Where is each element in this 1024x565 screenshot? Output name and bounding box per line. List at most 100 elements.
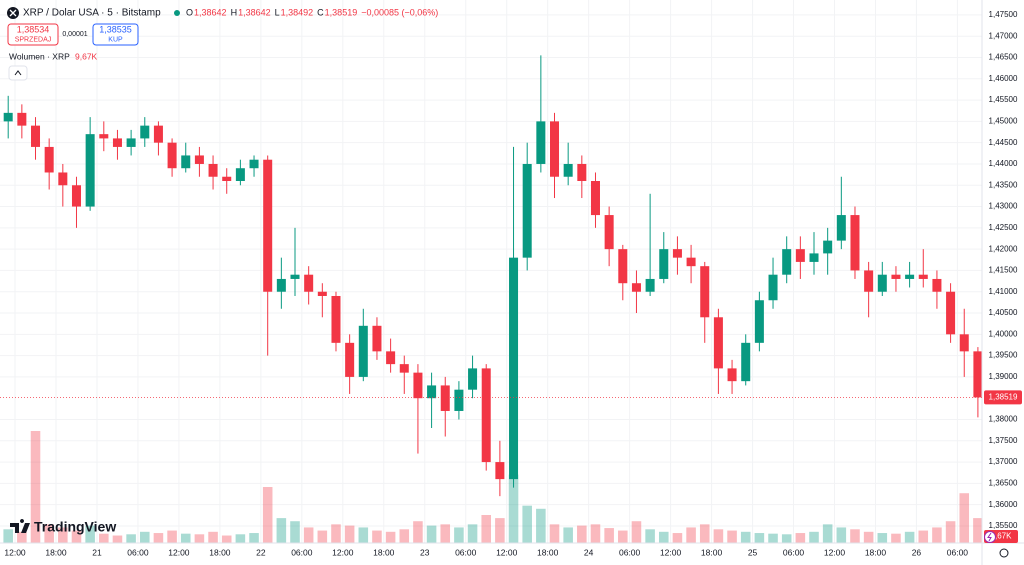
x-tick-label: 18:00 bbox=[373, 547, 395, 557]
candle-body bbox=[850, 215, 860, 271]
candle-body bbox=[713, 317, 723, 369]
volume-bar bbox=[85, 525, 95, 543]
y-tick-label: 1,44500 bbox=[989, 138, 1018, 147]
sell-button[interactable] bbox=[7, 23, 59, 46]
volume-bar bbox=[180, 533, 191, 543]
collapse-icon bbox=[14, 70, 22, 76]
candle-body bbox=[427, 385, 437, 399]
y-tick-label: 1,41500 bbox=[989, 266, 1018, 275]
volume-bar bbox=[658, 531, 669, 543]
ohlc-value: 1,38492 bbox=[281, 7, 314, 17]
candle-body bbox=[741, 342, 751, 382]
y-tick-label: 1,46000 bbox=[989, 74, 1018, 83]
ohlc-value: 1,38519 bbox=[325, 7, 358, 17]
volume-bar bbox=[727, 530, 737, 543]
buy-label: KUP bbox=[108, 36, 123, 43]
candle-body bbox=[140, 125, 150, 139]
candle-body bbox=[208, 163, 218, 177]
collapse-button[interactable] bbox=[8, 65, 28, 81]
ohlc-legend: O 1,38642 H 1,38642 L 1,38492 C 1,38519 −0,00085… bbox=[186, 7, 438, 17]
volume-bar bbox=[167, 530, 177, 543]
candle-body bbox=[44, 146, 54, 173]
settings-icon[interactable] bbox=[999, 548, 1009, 558]
candle-body bbox=[577, 163, 587, 181]
x-tick-label: 06:00 bbox=[947, 547, 969, 557]
volume-bar bbox=[686, 527, 696, 543]
x-tick-label: 22 bbox=[256, 547, 266, 557]
volume-bar bbox=[290, 521, 300, 543]
volume-bar bbox=[522, 505, 532, 543]
candle-body bbox=[700, 266, 710, 318]
price-axis-bg bbox=[982, 0, 1024, 565]
y-tick-label: 1,39000 bbox=[989, 372, 1018, 381]
volume-bar bbox=[126, 534, 136, 543]
volume-bar bbox=[249, 533, 259, 543]
volume-tag-label: 9,67K bbox=[991, 532, 1013, 541]
candle-body bbox=[877, 274, 887, 292]
change: −0,00085 (−0,06%) bbox=[361, 7, 438, 17]
x-tick-label: 18:00 bbox=[45, 547, 67, 557]
candle-body bbox=[946, 291, 956, 335]
volume-bar bbox=[645, 529, 655, 543]
x-tick-label: 12:00 bbox=[824, 547, 846, 557]
axes: 1,35500 1,36000 1,36500 1,37000 1,37500 1,380… bbox=[0, 10, 1022, 557]
volume-bar bbox=[372, 530, 382, 543]
candle-body bbox=[782, 249, 792, 275]
candle-body bbox=[604, 215, 614, 250]
candle-body bbox=[918, 274, 928, 279]
candle-body bbox=[58, 172, 68, 186]
x-tick-label: 06:00 bbox=[783, 547, 805, 557]
volume-bar bbox=[262, 487, 273, 543]
volume-bar bbox=[317, 530, 328, 543]
candle-body bbox=[536, 121, 546, 164]
ohlc-key: C bbox=[317, 7, 324, 17]
candle-body bbox=[399, 364, 409, 373]
candle-body bbox=[290, 274, 300, 279]
candle-body bbox=[468, 368, 478, 390]
ohlc-key: O bbox=[186, 7, 193, 17]
candle-body bbox=[590, 181, 600, 216]
volume-bar bbox=[17, 531, 27, 543]
candle-body bbox=[304, 274, 314, 292]
x-tick-label: 12:00 bbox=[660, 547, 682, 557]
x-tick-label: 06:00 bbox=[127, 547, 149, 557]
symbol-icon bbox=[9, 9, 17, 17]
y-tick-label: 1,36500 bbox=[989, 478, 1018, 487]
candle-body bbox=[672, 249, 682, 258]
volume-bar bbox=[699, 524, 710, 543]
candle-body bbox=[727, 368, 737, 382]
volume-bar bbox=[112, 535, 123, 543]
candle-body bbox=[276, 278, 286, 292]
volume-bar bbox=[44, 524, 54, 543]
candle-body bbox=[659, 249, 669, 279]
candle-body bbox=[645, 278, 655, 292]
volume-bar bbox=[631, 521, 642, 543]
y-tick-label: 1,35500 bbox=[989, 521, 1018, 530]
volume-bar bbox=[713, 529, 724, 543]
buy-button[interactable] bbox=[92, 23, 139, 46]
ohlc-value: 1,38642 bbox=[194, 7, 227, 17]
volume-bar bbox=[413, 521, 423, 543]
candle-body bbox=[631, 283, 641, 292]
volume-bar bbox=[358, 527, 369, 543]
volume-bar bbox=[440, 524, 451, 543]
y-tick-label: 1,45500 bbox=[989, 95, 1018, 104]
volume-bar bbox=[863, 531, 874, 543]
volume-bar bbox=[932, 527, 942, 543]
y-tick-label: 1,43000 bbox=[989, 202, 1018, 211]
candle-body bbox=[509, 257, 519, 480]
volume-bar bbox=[303, 527, 314, 543]
candle-body bbox=[823, 240, 833, 254]
candle-body bbox=[345, 342, 355, 377]
candle-body bbox=[836, 215, 846, 241]
symbol-title[interactable]: XRP / Dolar USA · 5 · Bitstamp bbox=[23, 8, 161, 19]
candle-body bbox=[358, 325, 368, 377]
x-tick-label: 12:00 bbox=[332, 547, 354, 557]
volume-bar bbox=[495, 518, 505, 543]
volume-bar bbox=[71, 530, 82, 543]
volume-pane bbox=[3, 431, 983, 543]
volume-bar bbox=[99, 533, 109, 543]
x-tick-label: 18:00 bbox=[701, 547, 723, 557]
candle-body bbox=[167, 142, 177, 169]
